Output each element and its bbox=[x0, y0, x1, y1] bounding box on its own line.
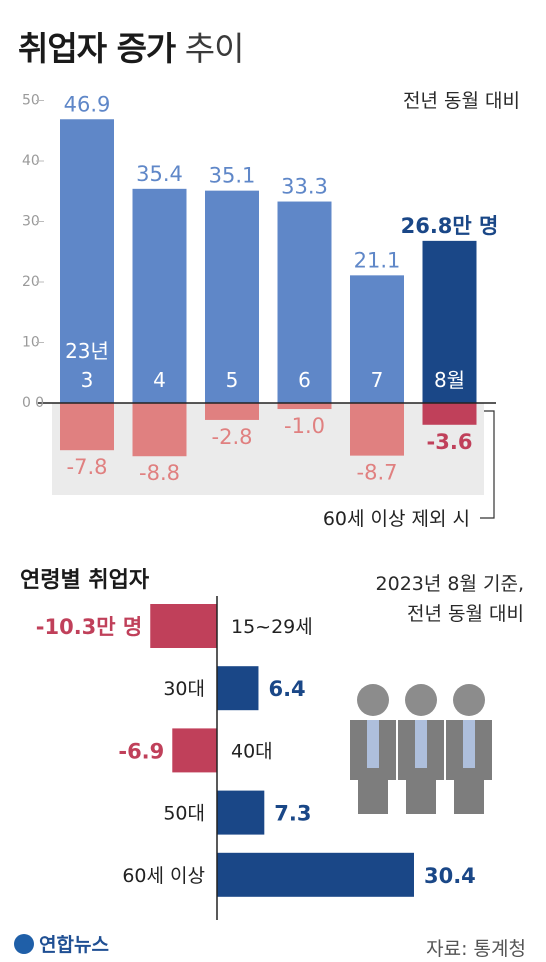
y-tick-label: 40 bbox=[22, 153, 40, 169]
age-chart-subtitle: 2023년 8월 기준, bbox=[376, 573, 524, 595]
age-bar bbox=[172, 728, 217, 773]
source-note: 자료: 통계청 bbox=[426, 938, 526, 960]
age-bar bbox=[217, 852, 414, 897]
category-label: 4 bbox=[153, 368, 166, 392]
y-tick-label: 0 bbox=[22, 395, 31, 411]
category-label: 7 bbox=[371, 368, 384, 392]
chart-basis-note: 전년 동월 대비 bbox=[403, 90, 520, 112]
people-icon bbox=[350, 684, 492, 814]
bar-excluding-60plus bbox=[60, 403, 114, 451]
category-label: 3 bbox=[81, 368, 94, 392]
y-tick-label: 10 bbox=[22, 335, 40, 351]
age-bar-value: -10.3만 명 bbox=[36, 615, 142, 639]
age-bar-value: -6.9 bbox=[118, 739, 164, 763]
bar-total bbox=[132, 188, 187, 403]
bar-total bbox=[277, 201, 332, 403]
annotation-bracket bbox=[480, 410, 495, 519]
bar-excluding-label: -8.8 bbox=[139, 461, 180, 485]
age-employment-chart: 연령별 취업자 2023년 8월 기준, 전년 동월 대비 -10.3만 명 15~29… bbox=[20, 568, 524, 920]
bar-total bbox=[205, 190, 259, 403]
bar-total-label: 35.1 bbox=[209, 164, 256, 188]
age-bar-value: 6.4 bbox=[268, 677, 305, 701]
bar-excluding-60plus bbox=[132, 403, 187, 457]
excluded-region-shade bbox=[52, 403, 484, 495]
age-bar bbox=[217, 790, 265, 835]
age-bar bbox=[150, 604, 217, 648]
bar-excluding-60plus bbox=[205, 403, 259, 420]
age-chart-subtitle: 전년 동월 대비 bbox=[407, 603, 524, 625]
y-tick-label: 20 bbox=[22, 274, 40, 290]
age-bar-value: 7.3 bbox=[274, 802, 311, 826]
bar-total-label: 33.3 bbox=[281, 175, 328, 199]
category-label: 8월 bbox=[434, 368, 465, 392]
age-bar-value: 30.4 bbox=[424, 864, 476, 888]
bar-total-label: 21.1 bbox=[354, 248, 401, 272]
age-category-label: 15~29세 bbox=[231, 616, 313, 638]
bar-total-label: 26.8만 명 bbox=[401, 214, 499, 238]
bar-excluding-label: -2.8 bbox=[212, 425, 253, 449]
y-tick-label: 50 bbox=[22, 93, 40, 109]
y-tick-label: 30 bbox=[22, 214, 40, 230]
bar-total bbox=[422, 240, 477, 403]
y-zero-label: 0 bbox=[35, 395, 44, 411]
bar-total bbox=[350, 275, 404, 403]
age-bar bbox=[217, 666, 259, 711]
annotation-label: 60세 이상 제외 시 bbox=[323, 508, 470, 530]
age-chart-title: 연령별 취업자 bbox=[20, 568, 150, 593]
bar-excluding-label: -7.8 bbox=[67, 455, 108, 479]
bar-total-label: 46.9 bbox=[64, 92, 111, 116]
age-category-label: 30대 bbox=[163, 678, 205, 700]
age-category-label: 40대 bbox=[231, 740, 273, 762]
bar-excluding-60plus bbox=[350, 403, 404, 456]
category-label: 5 bbox=[226, 368, 239, 392]
bar-excluding-60plus bbox=[422, 403, 477, 425]
bar-excluding-label: -3.6 bbox=[427, 430, 473, 454]
age-category-label: 60세 이상 bbox=[122, 865, 205, 887]
category-label: 6 bbox=[298, 368, 311, 392]
bar-excluding-60plus bbox=[277, 403, 332, 410]
bar-total bbox=[60, 119, 114, 403]
bar-total-label: 35.4 bbox=[136, 162, 183, 186]
yonhap-logo: 연합뉴스 bbox=[14, 930, 109, 957]
age-category-label: 50대 bbox=[163, 803, 205, 825]
yonhap-logo-icon bbox=[14, 933, 34, 954]
category-label: 23년 bbox=[65, 339, 109, 363]
bar-excluding-label: -1.0 bbox=[284, 414, 325, 438]
chart-title: 취업자 증가 추이 bbox=[18, 29, 245, 68]
bar-excluding-label: -8.7 bbox=[357, 461, 398, 485]
